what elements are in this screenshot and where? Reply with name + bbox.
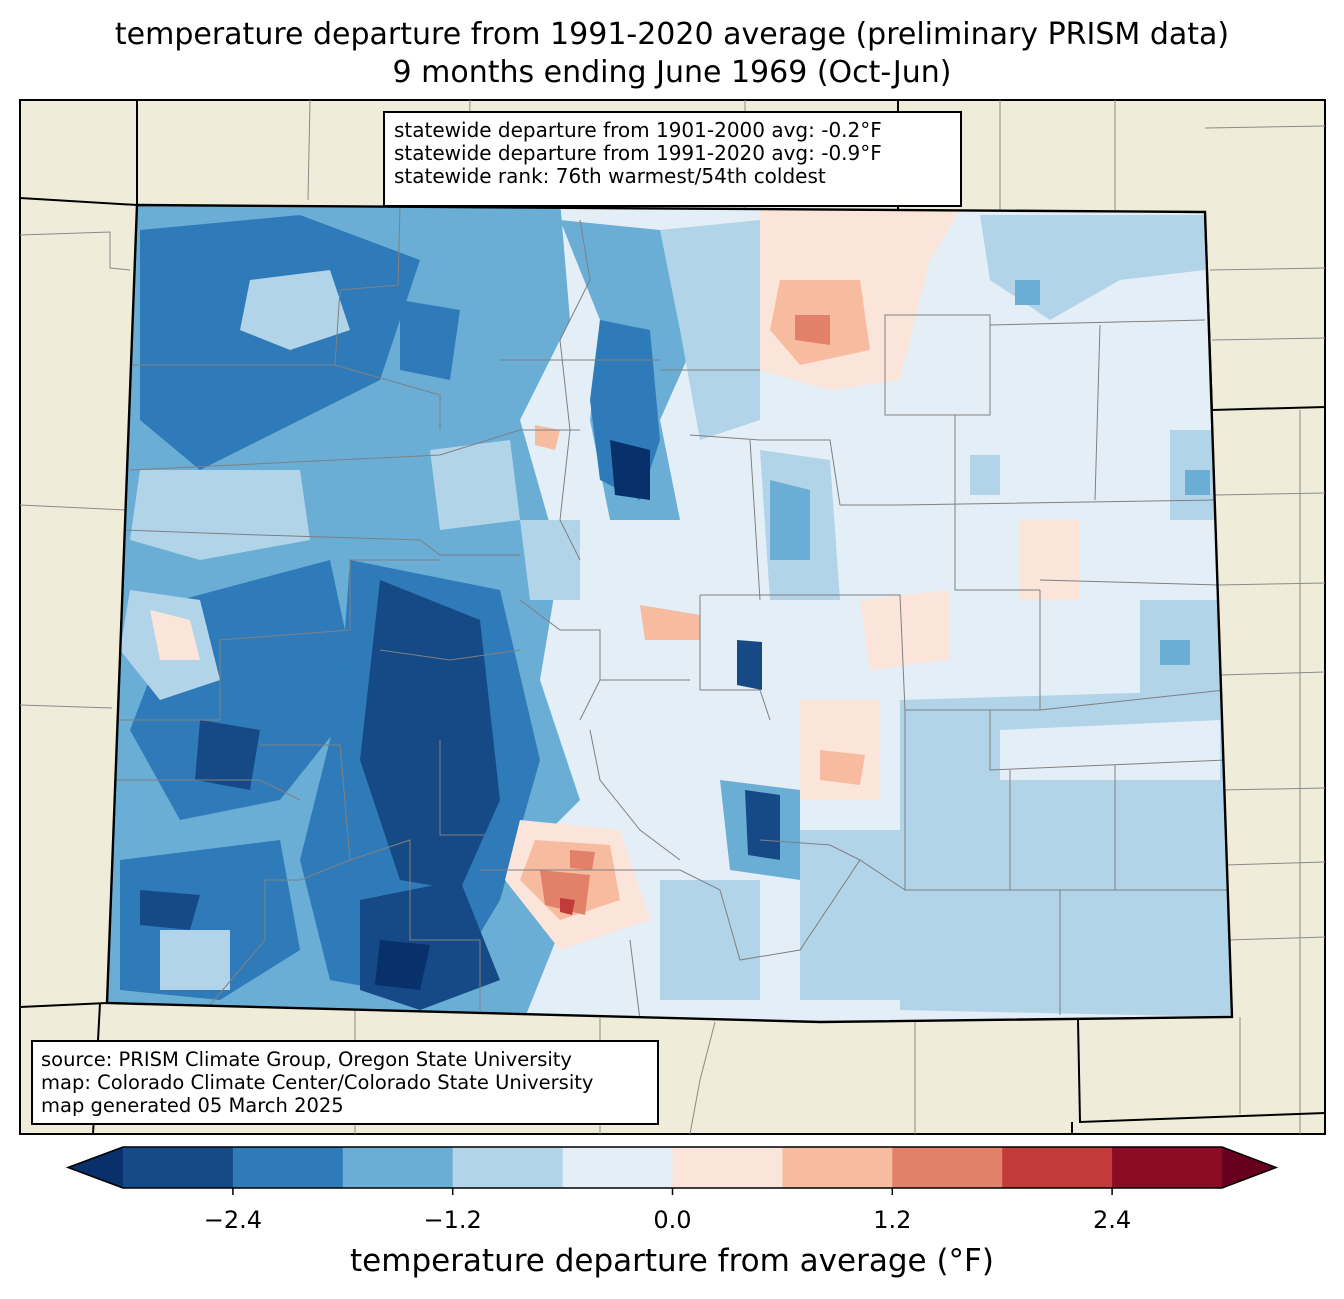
- statewide-stats-box: statewide departure from 1901-2000 avg: …: [383, 111, 962, 207]
- colorbar-tick-label: −2.4: [203, 1206, 263, 1234]
- source-credit-box: source: PRISM Climate Group, Oregon Stat…: [31, 1040, 659, 1125]
- stats-line-3: statewide rank: 76th warmest/54th coldes…: [394, 164, 826, 188]
- map-title-line2: 9 months ending June 1969 (Oct-Jun): [392, 55, 952, 90]
- colorado-border: [105, 203, 1234, 1024]
- temperature-field: [107, 205, 1232, 1022]
- stats-line-1: statewide departure from 1901-2000 avg: …: [394, 118, 882, 142]
- colorbar-tick-label: 2.4: [1093, 1206, 1132, 1234]
- stats-line-2: statewide departure from 1991-2020 avg: …: [394, 141, 882, 165]
- colorbar-tick-label: −1.2: [423, 1206, 482, 1234]
- map-title-line1: temperature departure from 1991-2020 ave…: [114, 17, 1230, 52]
- county-lines: [110, 205, 1230, 1021]
- source-line-2: map: Colorado Climate Center/Colorado St…: [41, 1071, 594, 1094]
- colorbar-tick-label: 0.0: [653, 1206, 692, 1234]
- source-line-1: source: PRISM Climate Group, Oregon Stat…: [41, 1048, 572, 1071]
- colorbar-tick-label: 1.2: [873, 1206, 912, 1234]
- source-line-3: map generated 05 March 2025: [41, 1094, 344, 1117]
- colorbar-label: temperature departure from average (°F): [350, 1243, 994, 1279]
